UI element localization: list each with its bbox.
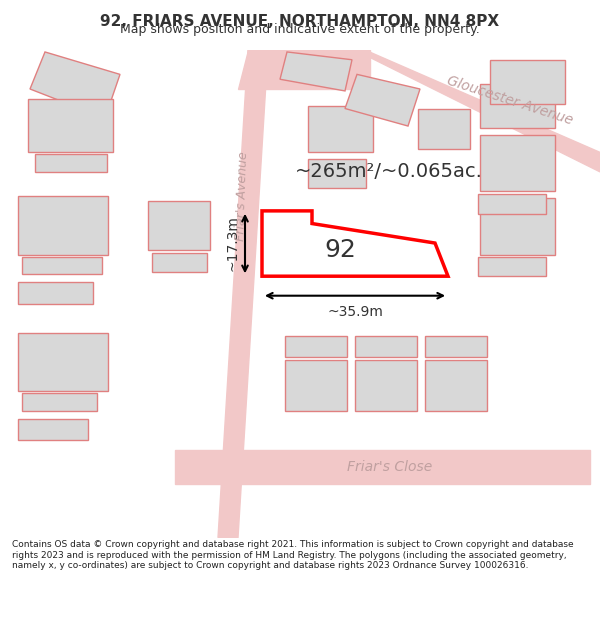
Text: Contains OS data © Crown copyright and database right 2021. This information is : Contains OS data © Crown copyright and d… xyxy=(12,540,574,570)
Text: Friar's Avenue: Friar's Avenue xyxy=(234,151,250,241)
Text: Friar's Close: Friar's Close xyxy=(347,460,433,474)
Text: Gloucester Avenue: Gloucester Avenue xyxy=(445,74,575,128)
Polygon shape xyxy=(285,360,347,411)
Polygon shape xyxy=(18,332,108,391)
Polygon shape xyxy=(22,393,97,411)
Polygon shape xyxy=(418,109,470,149)
Text: Map shows position and indicative extent of the property.: Map shows position and indicative extent… xyxy=(120,23,480,36)
Polygon shape xyxy=(238,50,370,89)
Text: ~35.9m: ~35.9m xyxy=(327,306,383,319)
Polygon shape xyxy=(262,211,448,276)
Polygon shape xyxy=(478,257,546,276)
Polygon shape xyxy=(308,159,366,189)
Polygon shape xyxy=(18,282,93,304)
Polygon shape xyxy=(22,257,102,274)
Polygon shape xyxy=(480,135,555,191)
Polygon shape xyxy=(355,360,417,411)
Text: 92: 92 xyxy=(324,238,356,262)
Polygon shape xyxy=(490,60,565,104)
Polygon shape xyxy=(18,196,108,255)
Polygon shape xyxy=(175,450,590,484)
Polygon shape xyxy=(218,50,268,538)
Polygon shape xyxy=(285,336,347,357)
Polygon shape xyxy=(425,360,487,411)
Polygon shape xyxy=(28,99,113,152)
Polygon shape xyxy=(148,201,210,250)
Polygon shape xyxy=(280,52,352,91)
Polygon shape xyxy=(355,50,600,172)
Text: ~17.3m: ~17.3m xyxy=(225,216,239,271)
Polygon shape xyxy=(345,74,420,126)
Polygon shape xyxy=(30,52,120,118)
Polygon shape xyxy=(18,419,88,440)
Polygon shape xyxy=(308,106,373,152)
Polygon shape xyxy=(480,198,555,255)
Polygon shape xyxy=(355,336,417,357)
Polygon shape xyxy=(480,84,555,128)
Text: ~265m²/~0.065ac.: ~265m²/~0.065ac. xyxy=(295,162,483,181)
Polygon shape xyxy=(152,253,207,272)
Polygon shape xyxy=(425,336,487,357)
Polygon shape xyxy=(35,154,107,172)
Polygon shape xyxy=(478,194,546,214)
Text: 92, FRIARS AVENUE, NORTHAMPTON, NN4 8PX: 92, FRIARS AVENUE, NORTHAMPTON, NN4 8PX xyxy=(100,14,500,29)
